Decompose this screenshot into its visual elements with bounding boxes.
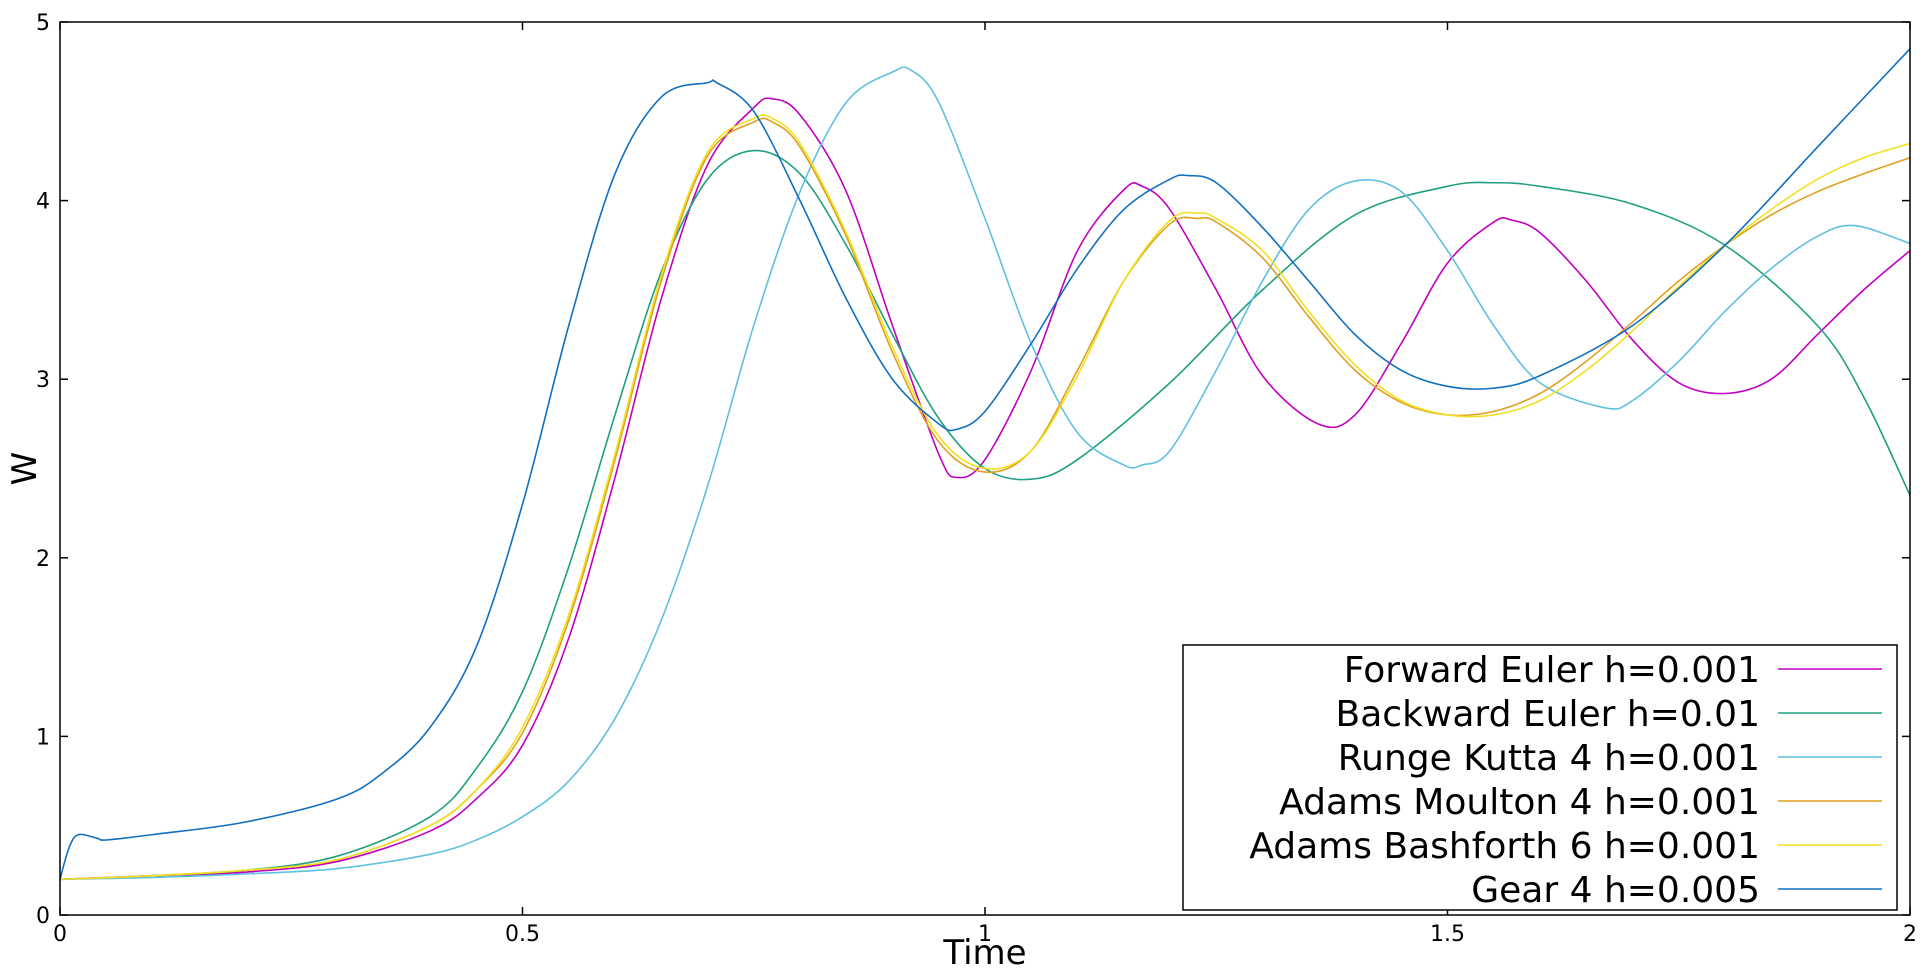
legend-label-4: Adams Moulton 4 h=0.001 — [1279, 782, 1760, 823]
series-line-6 — [59, 48, 1911, 880]
legend-label-1: Forward Euler h=0.001 — [1344, 650, 1760, 691]
legend-label-3: Runge Kutta 4 h=0.001 — [1338, 738, 1760, 779]
x-axis-label: Time — [942, 933, 1026, 973]
y-axis-label: W — [5, 452, 45, 486]
x-tick-label: 1.5 — [1430, 922, 1465, 947]
x-tick-label: 0.5 — [505, 922, 540, 947]
series-layer — [59, 48, 1911, 881]
y-tick-label: 1 — [36, 725, 50, 750]
series-line-2 — [59, 149, 1911, 881]
y-tick-label: 3 — [36, 368, 50, 393]
x-tick-label: 2 — [1903, 922, 1917, 947]
series-line-4 — [59, 117, 1911, 881]
ticks-layer: 0 0.5 1 1.5 2 0 1 2 3 4 5 — [36, 11, 1917, 947]
y-tick-label: 2 — [36, 547, 50, 572]
y-tick-label: 0 — [36, 904, 50, 929]
x-tick-label: 1 — [978, 922, 992, 947]
y-tick-label: 5 — [36, 11, 50, 36]
legend-box — [1182, 644, 1898, 911]
series-line-1 — [59, 97, 1911, 881]
legend-label-2: Backward Euler h=0.01 — [1336, 694, 1760, 735]
series-line-5 — [59, 113, 1911, 881]
legend-label-6: Gear 4 h=0.005 — [1471, 870, 1760, 911]
legend-label-5: Adams Bashforth 6 h=0.001 — [1249, 826, 1760, 867]
x-tick-label: 0 — [53, 922, 67, 947]
y-tick-label: 4 — [36, 190, 50, 215]
